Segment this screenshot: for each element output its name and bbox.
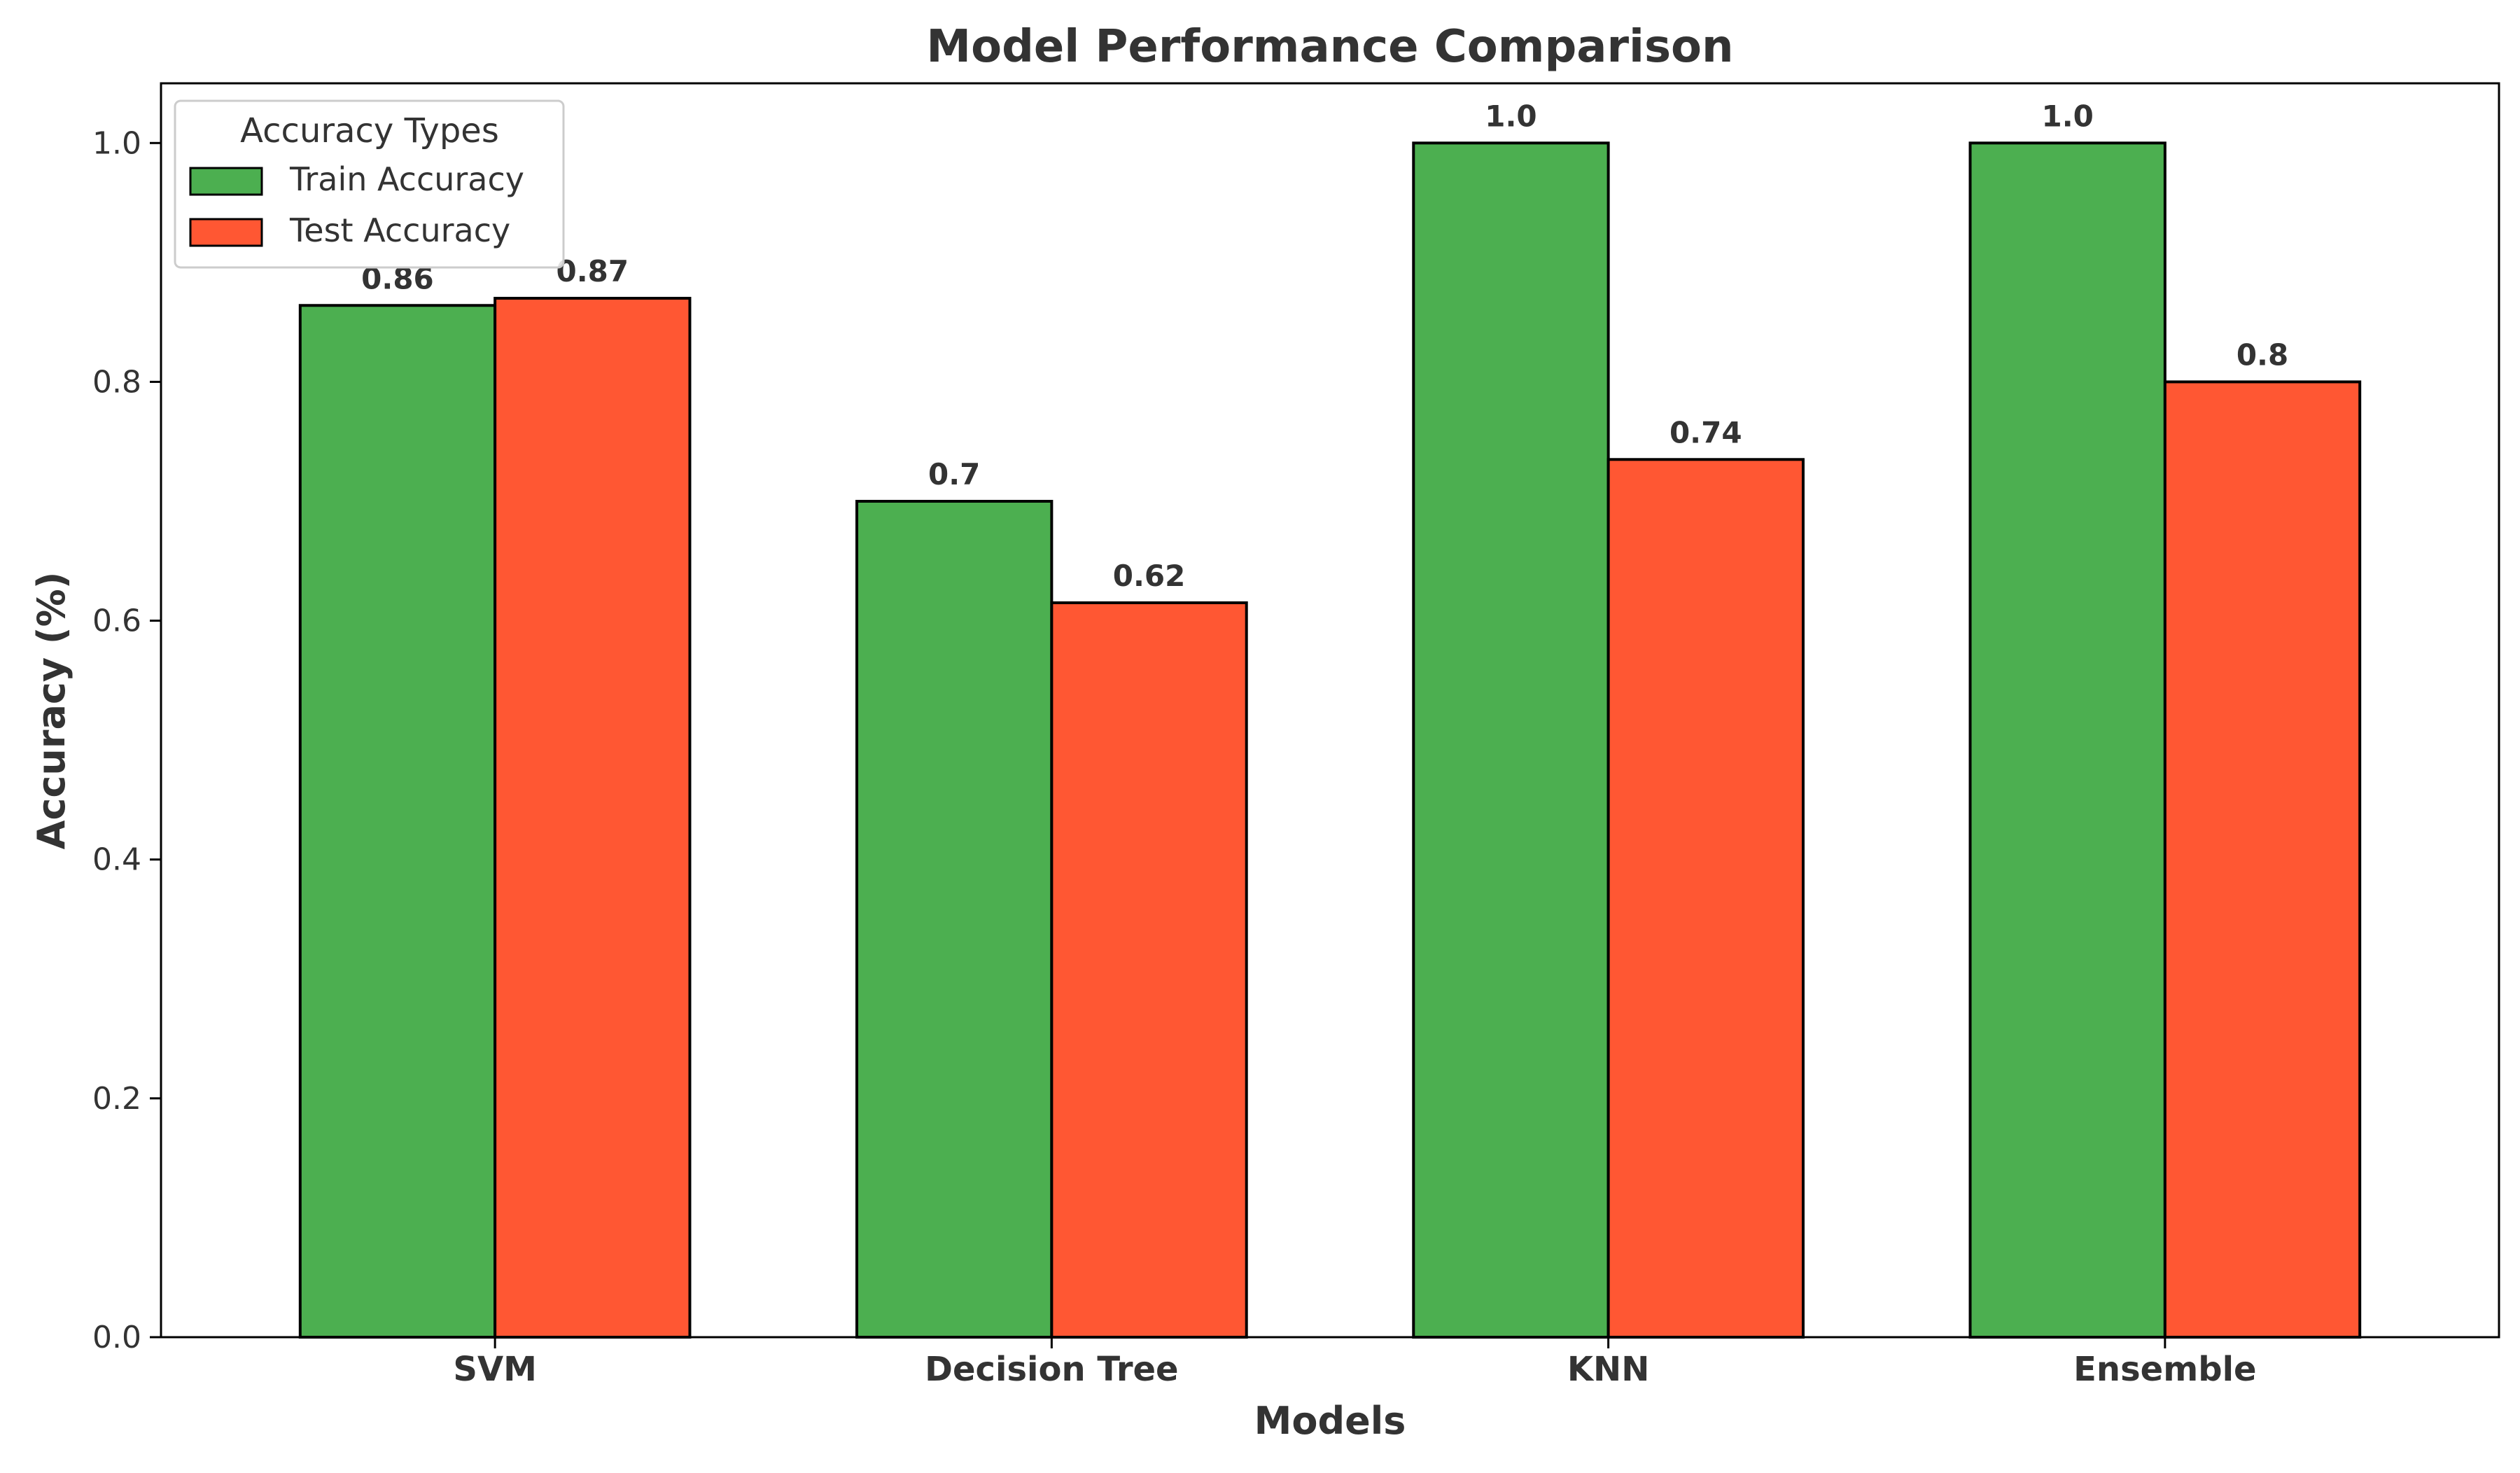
y-tick-label: 0.8	[92, 364, 141, 400]
bar-test-accuracy-svm	[493, 297, 692, 1339]
legend-box	[174, 99, 565, 269]
x-tick-label-svm: SVM	[453, 1350, 536, 1389]
y-tick-label: 0.6	[92, 603, 141, 639]
legend-label-test-accuracy: Test Accuracy	[289, 211, 510, 249]
y-tick-label: 0.4	[92, 842, 141, 878]
legend: Accuracy Types Train Accuracy Test Accura…	[174, 99, 565, 269]
bar-train-accuracy-ensemble	[1968, 141, 2166, 1339]
legend-label-train-accuracy: Train Accuracy	[289, 160, 524, 198]
bar-value-label: 1.0	[2041, 99, 2093, 133]
legend-title: Accuracy Types	[240, 111, 499, 151]
bar-value-label: 0.8	[2236, 337, 2288, 372]
bar-value-label: 0.74	[1670, 415, 1742, 449]
x-tick-label-ensemble: Ensemble	[2073, 1350, 2256, 1389]
legend-swatch-train-accuracy	[189, 167, 263, 196]
y-tick-label: 0.2	[92, 1081, 141, 1117]
y-tick-label: 1.0	[92, 125, 141, 161]
bar-test-accuracy-knn	[1606, 458, 1805, 1339]
bar-test-accuracy-decision-tree	[1050, 601, 1248, 1339]
bars-layer	[298, 141, 2362, 1339]
legend-swatch-test-accuracy	[189, 218, 263, 247]
legend-items: Train Accuracy Test Accuracy	[189, 160, 524, 249]
y-axis: 0.0 0.2 0.4 0.6 0.8 1.0	[92, 125, 161, 1355]
plot-area: 0.860.71.0 1.00.870.620.740.8	[160, 82, 2500, 1339]
plot-frame	[160, 82, 2500, 1339]
y-tick-label: 0.0	[92, 1320, 141, 1355]
chart-title: Model Performance Comparison	[926, 21, 1733, 73]
x-axis-label: Models	[1254, 1399, 1406, 1443]
bar-train-accuracy-decision-tree	[855, 500, 1054, 1339]
bar-test-accuracy-ensemble	[2163, 380, 2362, 1339]
bar-value-label: 0.62	[1113, 559, 1186, 593]
x-tick-label-knn: KNN	[1567, 1350, 1650, 1389]
x-axis: SVM Decision Tree KNN Ensemble	[453, 1337, 2257, 1389]
y-axis-label: Accuracy (%)	[29, 572, 74, 850]
bar-value-label: 1.0	[1485, 99, 1536, 133]
bar-train-accuracy-svm	[298, 304, 497, 1339]
bar-train-accuracy-knn	[1412, 141, 1610, 1339]
bar-value-label: 0.7	[928, 457, 980, 491]
x-tick-label-decision-tree: Decision Tree	[925, 1350, 1178, 1389]
bar-value-label: 0.87	[556, 254, 629, 288]
